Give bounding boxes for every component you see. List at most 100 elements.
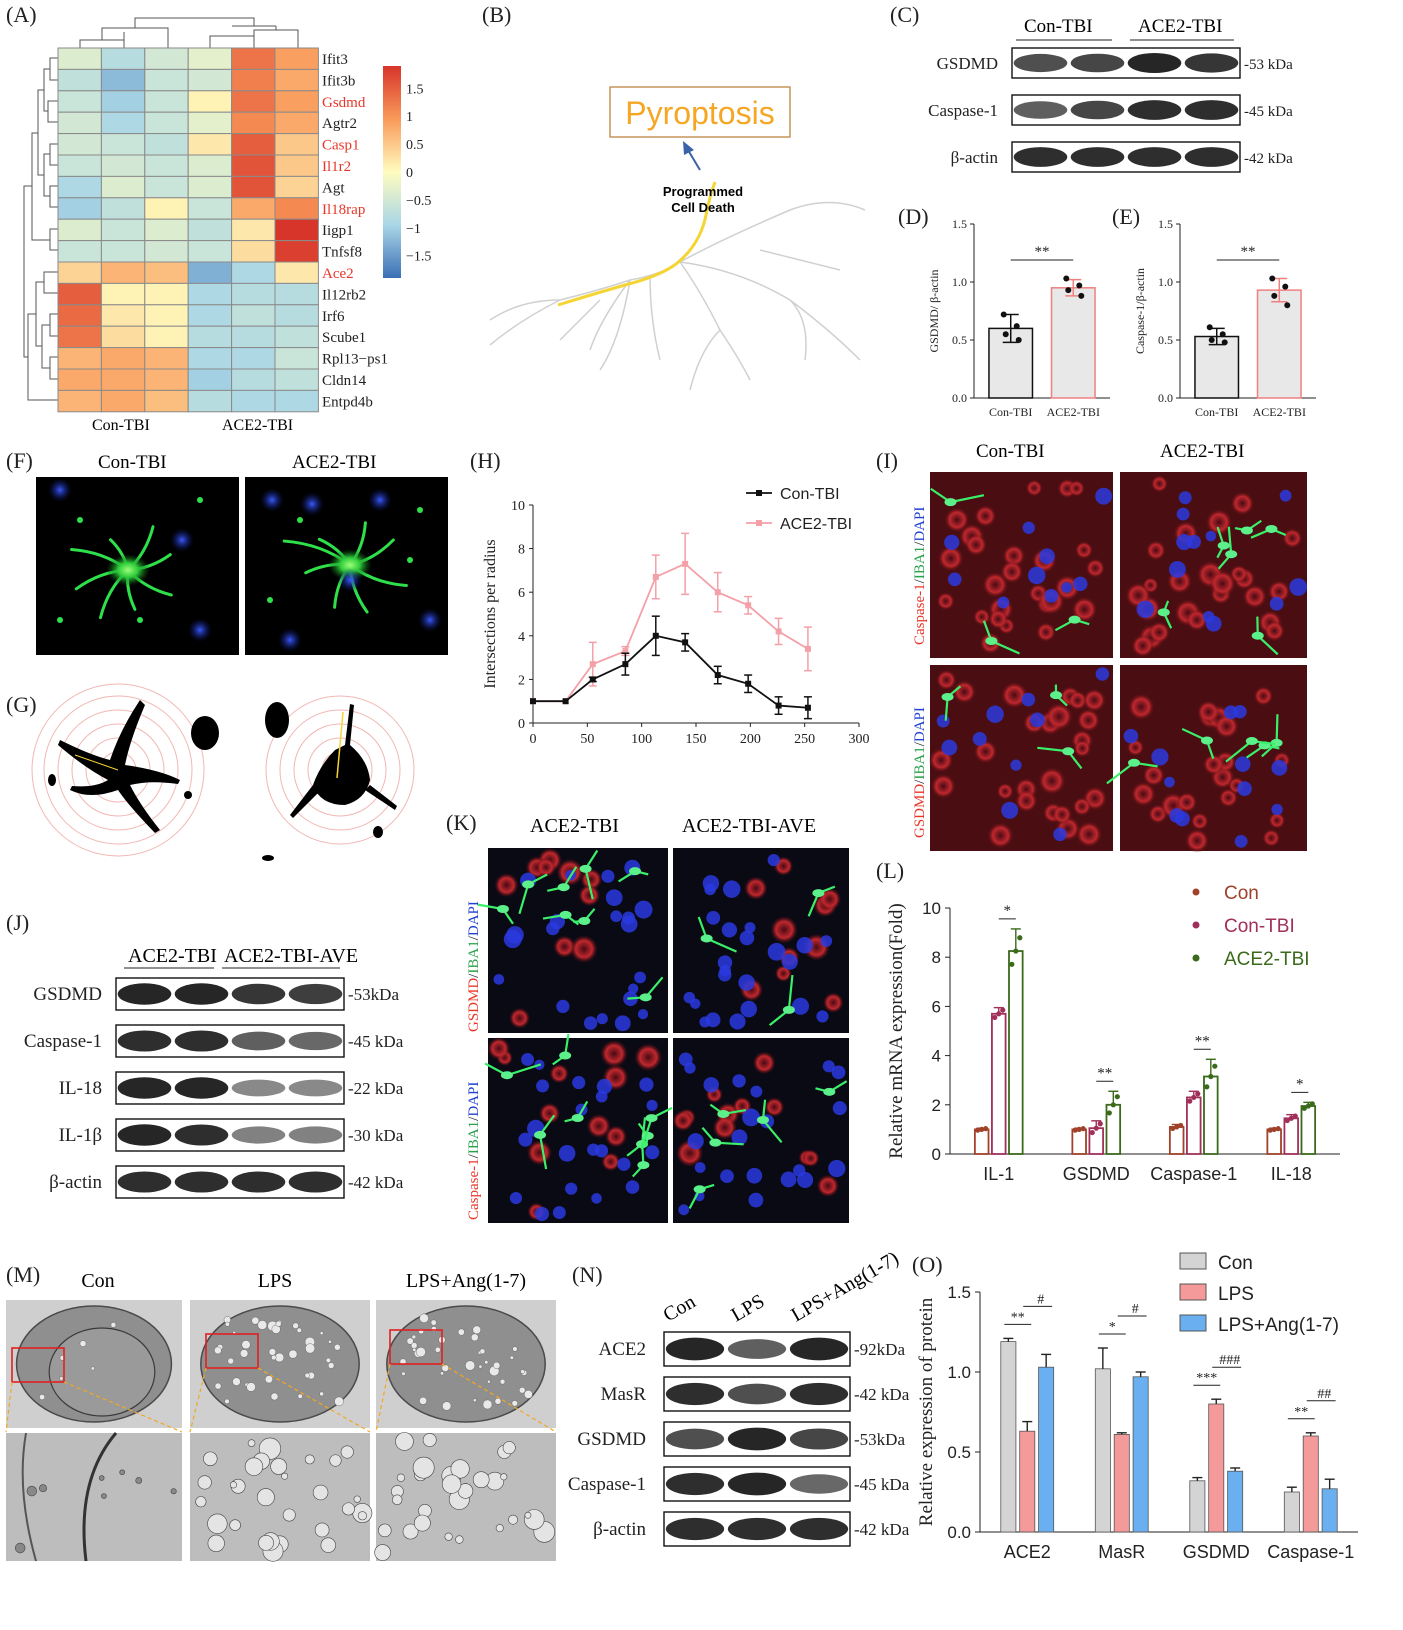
if-red-cell bbox=[1142, 764, 1165, 787]
legend-label: ACE2-TBI bbox=[780, 516, 852, 533]
data-point bbox=[1093, 1125, 1099, 1131]
tem-organelle bbox=[329, 1454, 342, 1467]
data-point bbox=[1080, 1126, 1086, 1132]
panel-label-f: (F) bbox=[6, 448, 33, 473]
legend-swatch bbox=[1179, 1252, 1207, 1270]
bar bbox=[1283, 1117, 1299, 1155]
tem-vacuole bbox=[484, 1360, 489, 1365]
tem-vacuole bbox=[288, 1349, 298, 1359]
blot-band bbox=[231, 1126, 286, 1144]
panel-label-l: (L) bbox=[876, 858, 904, 883]
tem-vacuole bbox=[509, 1355, 514, 1360]
if-red-cell bbox=[1230, 491, 1255, 516]
tick-label-x: MasR bbox=[1098, 1542, 1145, 1562]
tem-organelle bbox=[101, 1493, 107, 1499]
blot-band bbox=[174, 983, 229, 1005]
data-point bbox=[622, 661, 629, 668]
tem-zoom-box bbox=[11, 1347, 65, 1383]
panel-m-col-lps: LPS bbox=[258, 1270, 292, 1292]
data-point bbox=[1170, 1125, 1176, 1132]
if-dapi-nucleus bbox=[1271, 803, 1283, 816]
blot-protein-label: IL-18 bbox=[59, 1078, 102, 1099]
blot-kda-label: -42 kDa bbox=[1244, 151, 1293, 167]
data-point bbox=[682, 560, 689, 567]
if-dapi-nucleus bbox=[941, 739, 958, 756]
data-point bbox=[979, 1126, 985, 1132]
heatmap-cell bbox=[144, 133, 189, 156]
blot-protein-label: Caspase-1 bbox=[568, 1474, 646, 1495]
if-iba1-soma bbox=[645, 1114, 658, 1123]
heatmap-scale-tick: −1 bbox=[406, 222, 421, 237]
dapi-nucleus bbox=[300, 492, 324, 516]
heatmap-cell bbox=[187, 154, 233, 177]
tem-vacuole bbox=[110, 1322, 117, 1328]
tem-zoom-box bbox=[205, 1333, 259, 1369]
tem-organelle bbox=[244, 1457, 264, 1476]
tem-vacuole bbox=[268, 1348, 276, 1356]
microglia-fragment bbox=[297, 517, 303, 523]
if-red-cell bbox=[1148, 621, 1171, 644]
if-red-cell bbox=[744, 876, 768, 901]
tem-vacuole bbox=[79, 1340, 87, 1347]
tem-vacuole bbox=[430, 1319, 437, 1326]
heatmap-cell bbox=[144, 197, 189, 220]
tem-vacuole bbox=[487, 1379, 491, 1384]
tem-organelle bbox=[312, 1484, 329, 1501]
tick-label-x: IL-1 bbox=[983, 1164, 1014, 1184]
heatmap-cell bbox=[144, 347, 189, 370]
blot-band bbox=[231, 1031, 286, 1051]
heatmap-gene-label: Iigp1 bbox=[322, 223, 354, 239]
if-red-cell bbox=[1076, 708, 1101, 732]
data-point bbox=[804, 645, 811, 652]
heatmap-cell bbox=[144, 90, 189, 113]
data-point bbox=[745, 602, 752, 609]
tem-zoom-line bbox=[189, 1367, 207, 1433]
if-iba1-soma bbox=[500, 1071, 513, 1080]
if-red-cell bbox=[1185, 608, 1208, 632]
data-point bbox=[1076, 1126, 1082, 1132]
heatmap-cell bbox=[274, 389, 319, 413]
pyroptosis-box bbox=[609, 86, 791, 138]
tick-label-x: 250 bbox=[794, 732, 815, 747]
dapi-nucleus bbox=[418, 608, 442, 632]
data-point bbox=[1271, 292, 1278, 299]
heatmap-cell bbox=[231, 240, 276, 263]
if-red-cell bbox=[600, 1039, 628, 1068]
if-dapi-nucleus bbox=[558, 1144, 576, 1162]
if-dapi-nucleus bbox=[583, 1016, 598, 1030]
bar bbox=[991, 1012, 1007, 1155]
tem-organelle bbox=[353, 1495, 361, 1503]
heatmap-cell bbox=[274, 261, 319, 284]
if-dapi-nucleus bbox=[936, 714, 950, 728]
if-red-cell bbox=[964, 533, 988, 556]
blot-kda-label: -53 kDa bbox=[1244, 57, 1293, 73]
blot-band bbox=[288, 1126, 343, 1144]
tem-organelle bbox=[229, 1481, 238, 1489]
if-red-cell bbox=[553, 935, 576, 958]
tem-organelle bbox=[135, 1477, 143, 1484]
tick-label-x: GSDMD bbox=[1183, 1542, 1250, 1562]
if-red-cell bbox=[672, 1110, 694, 1132]
legend-label: LPS bbox=[1218, 1284, 1254, 1305]
blot-protein-label: GSDMD bbox=[937, 54, 998, 73]
if-dapi-nucleus bbox=[1178, 491, 1192, 505]
if-dapi-nucleus bbox=[596, 1078, 613, 1095]
heatmap-cell bbox=[274, 111, 319, 135]
panel-g-sholl-analysis bbox=[31, 683, 415, 861]
tem-vacuole bbox=[419, 1313, 429, 1323]
heatmap-cell bbox=[274, 133, 319, 156]
series-line bbox=[533, 634, 808, 709]
tem-organelle bbox=[203, 1451, 218, 1466]
heatmap-scale-tick: 1.5 bbox=[406, 82, 424, 97]
tem-organelle bbox=[502, 1441, 516, 1455]
if-iba1-soma bbox=[944, 498, 957, 507]
data-point bbox=[589, 676, 596, 683]
if-dapi-nucleus bbox=[1123, 728, 1139, 744]
sholl-radius-right bbox=[336, 711, 344, 779]
if-red-cell bbox=[1190, 812, 1209, 831]
if-dapi-nucleus bbox=[634, 900, 653, 919]
if-dapi-nucleus bbox=[1269, 596, 1284, 611]
heatmap-cell bbox=[274, 304, 319, 327]
if-red-cell bbox=[601, 1152, 621, 1172]
heatmap-cell bbox=[57, 261, 102, 284]
